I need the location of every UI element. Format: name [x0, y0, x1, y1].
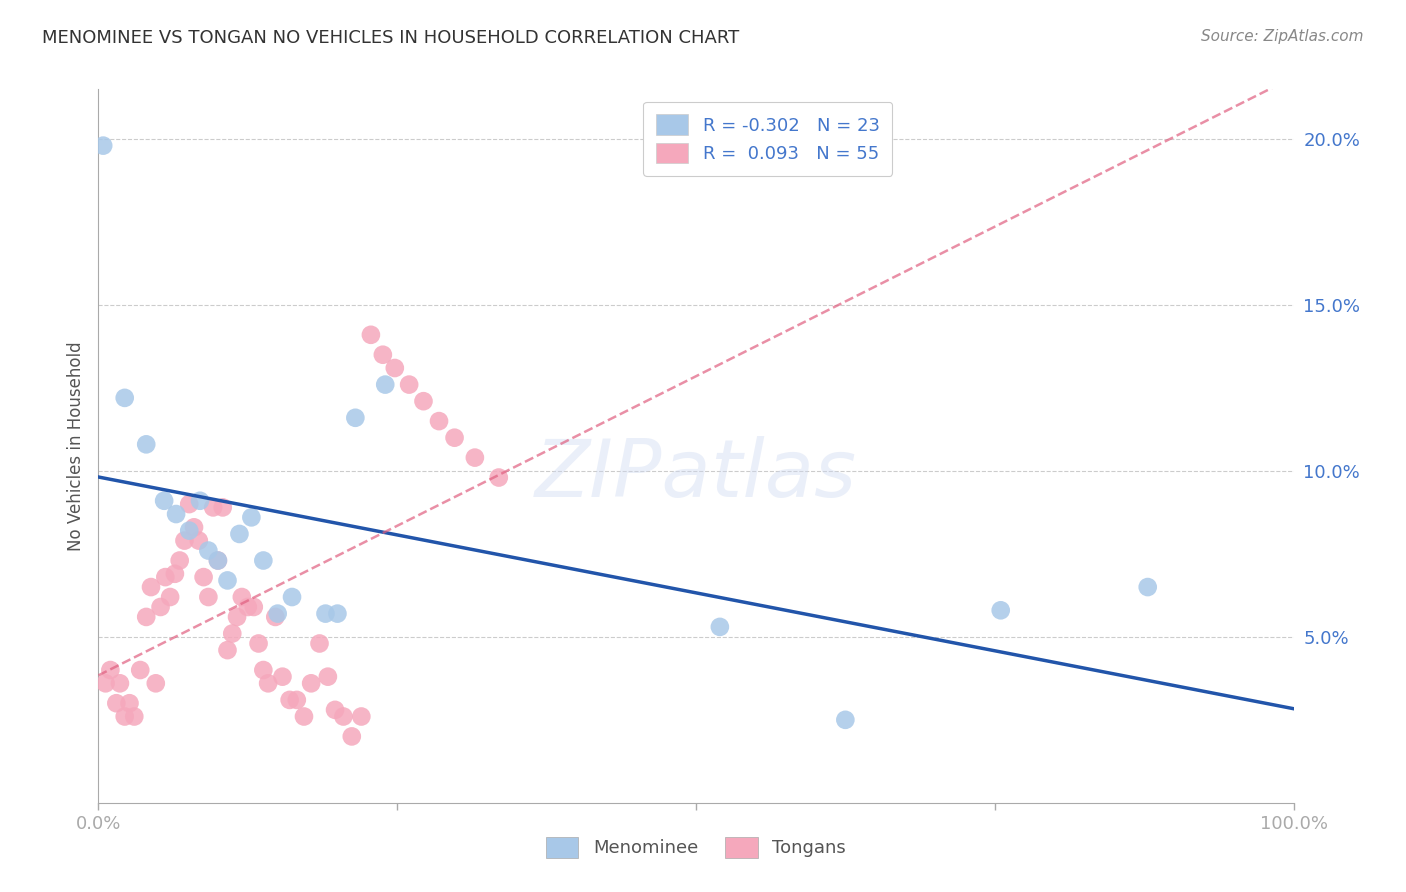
Point — [344, 410, 367, 425]
Point — [252, 553, 274, 567]
Point — [384, 361, 406, 376]
Point — [488, 470, 510, 484]
Point — [193, 570, 215, 584]
Point — [207, 553, 229, 567]
Point — [163, 566, 186, 581]
Point — [257, 676, 280, 690]
Point — [155, 570, 177, 584]
Point — [129, 663, 152, 677]
Point — [709, 620, 731, 634]
Point — [108, 676, 131, 690]
Legend: Menominee, Tongans: Menominee, Tongans — [538, 830, 853, 865]
Point — [332, 709, 354, 723]
Point — [183, 520, 205, 534]
Point — [252, 663, 274, 677]
Point — [118, 696, 141, 710]
Point — [340, 730, 363, 744]
Point — [124, 709, 146, 723]
Point — [316, 670, 339, 684]
Point — [159, 590, 181, 604]
Point — [285, 693, 308, 707]
Point — [94, 676, 117, 690]
Text: MENOMINEE VS TONGAN NO VEHICLES IN HOUSEHOLD CORRELATION CHART: MENOMINEE VS TONGAN NO VEHICLES IN HOUSE… — [42, 29, 740, 46]
Point — [105, 696, 128, 710]
Point — [299, 676, 322, 690]
Point — [278, 693, 301, 707]
Point — [153, 493, 176, 508]
Point — [315, 607, 337, 621]
Point — [139, 580, 162, 594]
Point — [443, 431, 465, 445]
Point — [247, 636, 270, 650]
Point — [236, 599, 259, 614]
Point — [226, 610, 249, 624]
Point — [169, 553, 191, 567]
Point — [1136, 580, 1159, 594]
Point — [135, 437, 157, 451]
Point — [179, 524, 201, 538]
Point — [197, 543, 219, 558]
Point — [207, 553, 229, 567]
Point — [412, 394, 434, 409]
Point — [271, 670, 294, 684]
Point — [264, 610, 287, 624]
Point — [135, 610, 157, 624]
Point — [292, 709, 315, 723]
Point — [371, 348, 394, 362]
Point — [231, 590, 253, 604]
Point — [834, 713, 856, 727]
Point — [179, 497, 201, 511]
Text: ZIPatlas: ZIPatlas — [534, 435, 858, 514]
Point — [202, 500, 225, 515]
Point — [464, 450, 486, 465]
Point — [240, 510, 263, 524]
Point — [326, 607, 349, 621]
Point — [149, 599, 172, 614]
Point — [187, 533, 209, 548]
Point — [243, 599, 266, 614]
Point — [91, 138, 114, 153]
Point — [323, 703, 346, 717]
Point — [360, 327, 382, 342]
Point — [211, 500, 233, 515]
Point — [267, 607, 290, 621]
Point — [173, 533, 195, 548]
Point — [217, 574, 239, 588]
Point — [98, 663, 122, 677]
Point — [217, 643, 239, 657]
Point — [145, 676, 167, 690]
Text: Source: ZipAtlas.com: Source: ZipAtlas.com — [1201, 29, 1364, 44]
Point — [374, 377, 396, 392]
Point — [114, 709, 136, 723]
Point — [197, 590, 219, 604]
Point — [427, 414, 450, 428]
Y-axis label: No Vehicles in Household: No Vehicles in Household — [66, 341, 84, 551]
Point — [114, 391, 136, 405]
Point — [308, 636, 330, 650]
Point — [221, 626, 243, 640]
Point — [228, 527, 250, 541]
Point — [165, 507, 187, 521]
Point — [281, 590, 304, 604]
Point — [188, 493, 211, 508]
Point — [350, 709, 373, 723]
Point — [398, 377, 420, 392]
Point — [990, 603, 1012, 617]
